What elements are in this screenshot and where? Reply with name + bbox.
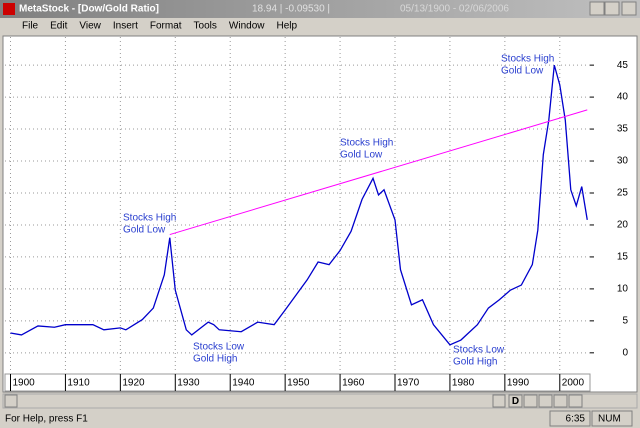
date-range: 05/13/1900 - 02/06/2006 bbox=[400, 4, 509, 15]
annotation: Gold Low bbox=[340, 150, 383, 161]
annotation: Gold Low bbox=[123, 225, 166, 236]
annotation: Stocks High bbox=[123, 213, 176, 224]
y-tick-label: 10 bbox=[617, 284, 629, 295]
status-mode: NUM bbox=[598, 414, 621, 425]
x-tick-label: 1910 bbox=[67, 378, 90, 389]
y-tick-label: 30 bbox=[617, 156, 629, 167]
x-tick-label: 1980 bbox=[452, 378, 475, 389]
minimize[interactable] bbox=[589, 1, 605, 16]
maximize[interactable] bbox=[604, 1, 620, 16]
data-line bbox=[10, 64, 588, 346]
app-icon bbox=[3, 3, 15, 15]
status-help: For Help, press F1 bbox=[5, 414, 88, 425]
y-tick-label: 20 bbox=[617, 220, 629, 231]
annotation: Gold High bbox=[453, 357, 497, 368]
annotation: Gold High bbox=[193, 354, 237, 365]
y-tick-label: 25 bbox=[617, 188, 629, 199]
period-button[interactable] bbox=[508, 394, 523, 408]
x-axis-strip bbox=[4, 373, 591, 392]
menu-item[interactable]: Edit bbox=[50, 21, 67, 32]
title-bar bbox=[0, 0, 640, 18]
x-tick-label: 1930 bbox=[177, 378, 200, 389]
window-title: MetaStock - [Dow/Gold Ratio] bbox=[19, 4, 159, 15]
x-tick-label: 2000 bbox=[562, 378, 585, 389]
status-pane bbox=[591, 410, 633, 427]
menu-item[interactable]: Tools bbox=[194, 21, 217, 32]
zoom-out[interactable] bbox=[538, 394, 553, 408]
x-tick-label: 1960 bbox=[342, 378, 365, 389]
y-tick-label: 40 bbox=[617, 92, 629, 103]
menu-bar: File Edit View Insert Format Tools Window Help bbox=[22, 21, 297, 32]
scroll-left[interactable] bbox=[4, 394, 18, 408]
menu-item[interactable]: Format bbox=[150, 21, 182, 32]
menu-item[interactable]: View bbox=[79, 21, 101, 32]
scroll-right[interactable] bbox=[492, 394, 506, 408]
y-tick-label: 5 bbox=[622, 315, 628, 326]
status-time: 6:35 bbox=[566, 414, 586, 425]
menu-item[interactable]: Window bbox=[229, 21, 265, 32]
x-tick-label: 1950 bbox=[287, 378, 310, 389]
y-tick-label: 0 bbox=[622, 347, 628, 358]
readout: 18.94 | -0.09530 | bbox=[252, 4, 330, 15]
zoom-in[interactable] bbox=[523, 394, 538, 408]
close[interactable] bbox=[621, 1, 637, 16]
annotation: Gold Low bbox=[501, 66, 544, 77]
x-tick-label: 1900 bbox=[12, 378, 35, 389]
status-pane bbox=[549, 410, 591, 427]
menu-item[interactable]: Help bbox=[276, 21, 297, 32]
y-tick-label: 35 bbox=[617, 124, 629, 135]
annotation: Stocks High bbox=[340, 138, 393, 149]
x-tick-label: 1990 bbox=[507, 378, 530, 389]
status-bar bbox=[0, 410, 640, 428]
annotation: Stocks Low bbox=[193, 342, 245, 353]
chart-panel bbox=[2, 35, 638, 393]
x-tick-label: 1970 bbox=[397, 378, 420, 389]
annotation: Stocks Low bbox=[453, 345, 505, 356]
x-tick-label: 1920 bbox=[122, 378, 145, 389]
menu-item[interactable]: File bbox=[22, 21, 39, 32]
scrollbar bbox=[2, 393, 638, 409]
y-tick-label: 15 bbox=[617, 252, 629, 263]
settings[interactable] bbox=[568, 394, 583, 408]
menu-item[interactable]: Insert bbox=[113, 21, 138, 32]
trendline bbox=[169, 109, 588, 236]
annotation: Stocks High bbox=[501, 54, 554, 65]
chart: 0 5 10 15 20 25 30 35 40 45 1900 1910 1920 1930 1940 19… bbox=[5, 37, 628, 391]
period-label: D bbox=[512, 396, 519, 407]
window-buttons bbox=[589, 1, 637, 16]
zoom-fit[interactable] bbox=[553, 394, 568, 408]
y-tick-label: 45 bbox=[617, 60, 629, 71]
x-tick-label: 1940 bbox=[232, 378, 255, 389]
